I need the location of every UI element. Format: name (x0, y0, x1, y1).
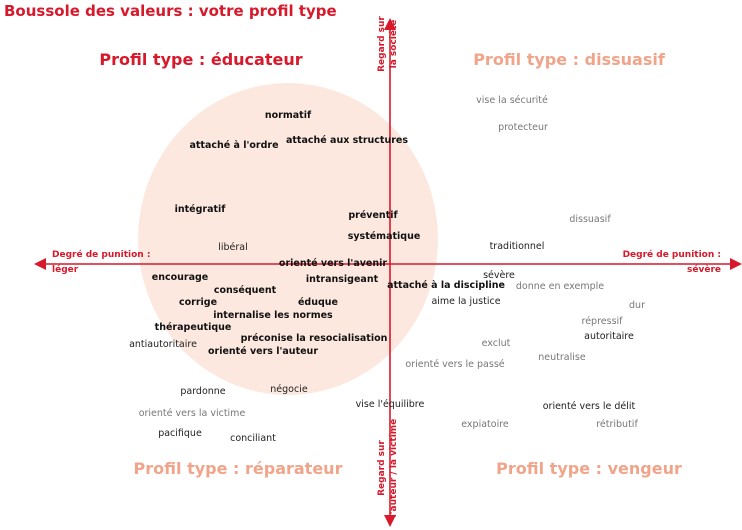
value-word: orienté vers le délit (542, 401, 636, 412)
axis-right-label: Degré de punition : sévère (623, 249, 721, 277)
value-word: normatif (264, 110, 312, 121)
value-word: exclut (481, 338, 511, 349)
profile-educateur: Profil type : éducateur (99, 50, 303, 69)
left-arrow-icon (34, 258, 46, 270)
value-word: préventif (348, 210, 398, 221)
value-word: attaché à l'ordre (189, 140, 279, 151)
axis-top-label: Regard sur la société (376, 16, 400, 72)
value-word: traditionnel (489, 241, 545, 252)
value-word: thérapeutique (154, 322, 232, 333)
value-word: intégratif (174, 204, 226, 215)
axis-left-label: Degré de punition : léger (52, 249, 150, 277)
axis-left-line2: léger (52, 265, 79, 275)
value-word: orienté vers la victime (138, 408, 246, 419)
profile-reparateur: Profil type : réparateur (133, 459, 343, 478)
value-word: corrige (178, 297, 218, 308)
axis-bottom-label: Regard sur l'auteur / la victime (376, 419, 400, 518)
value-word: expiatoire (461, 419, 509, 430)
value-word: autoritaire (584, 331, 634, 342)
axis-top-line1: Regard sur (377, 16, 387, 72)
value-word: préconise la resocialisation (240, 333, 388, 344)
profile-vengeur: Profil type : vengeur (496, 459, 682, 478)
page-title: Boussole des valeurs : votre profil type (4, 2, 337, 20)
value-word: aime la justice (431, 296, 501, 307)
axis-right-line1: Degré de punition : (622, 250, 721, 260)
value-word: éduque (297, 297, 339, 308)
value-word: attaché aux structures (285, 135, 409, 146)
value-word: vise la sécurité (476, 95, 548, 106)
right-arrow-icon (730, 258, 742, 270)
value-word: intransigeant (305, 274, 379, 285)
educator-zone-circle (138, 83, 438, 395)
value-word: conséquent (213, 285, 277, 296)
value-word: conciliant (230, 433, 276, 444)
value-word: sévère (483, 270, 515, 281)
value-word: dissuasif (569, 214, 611, 225)
value-word: pacifique (158, 428, 202, 439)
value-word: dur (629, 300, 645, 311)
value-word: encourage (151, 272, 209, 283)
value-word: systématique (347, 231, 421, 242)
value-word: pardonne (180, 386, 226, 397)
value-word: antiautoritaire (129, 339, 197, 350)
axis-bottom-line1: Regard sur (377, 440, 387, 496)
value-word: neutralise (538, 352, 586, 363)
value-word: protecteur (498, 122, 548, 133)
value-word: répressif (581, 316, 623, 327)
profile-dissuasif: Profil type : dissuasif (473, 50, 665, 69)
value-word: donne en exemple (515, 281, 605, 292)
value-word: attaché à la discipline (387, 280, 505, 291)
value-word: rétributif (596, 419, 638, 430)
value-word: orienté vers l'auteur (207, 346, 319, 357)
axis-right-line2: sévère (687, 265, 721, 275)
up-arrow-icon (384, 18, 396, 30)
value-word: orienté vers le passé (405, 359, 505, 370)
value-word: internalise les normes (213, 310, 333, 321)
axis-top-line2: la société (389, 19, 399, 69)
value-word: orienté vers l'avenir (278, 258, 388, 269)
down-arrow-icon (384, 515, 396, 527)
axis-left-line1: Degré de punition : (52, 250, 151, 260)
axis-bottom-line2: l'auteur / la victime (389, 418, 399, 518)
value-word: libéral (218, 242, 248, 253)
value-word: vise l'équilibre (355, 399, 425, 410)
value-word: négocie (270, 384, 308, 395)
